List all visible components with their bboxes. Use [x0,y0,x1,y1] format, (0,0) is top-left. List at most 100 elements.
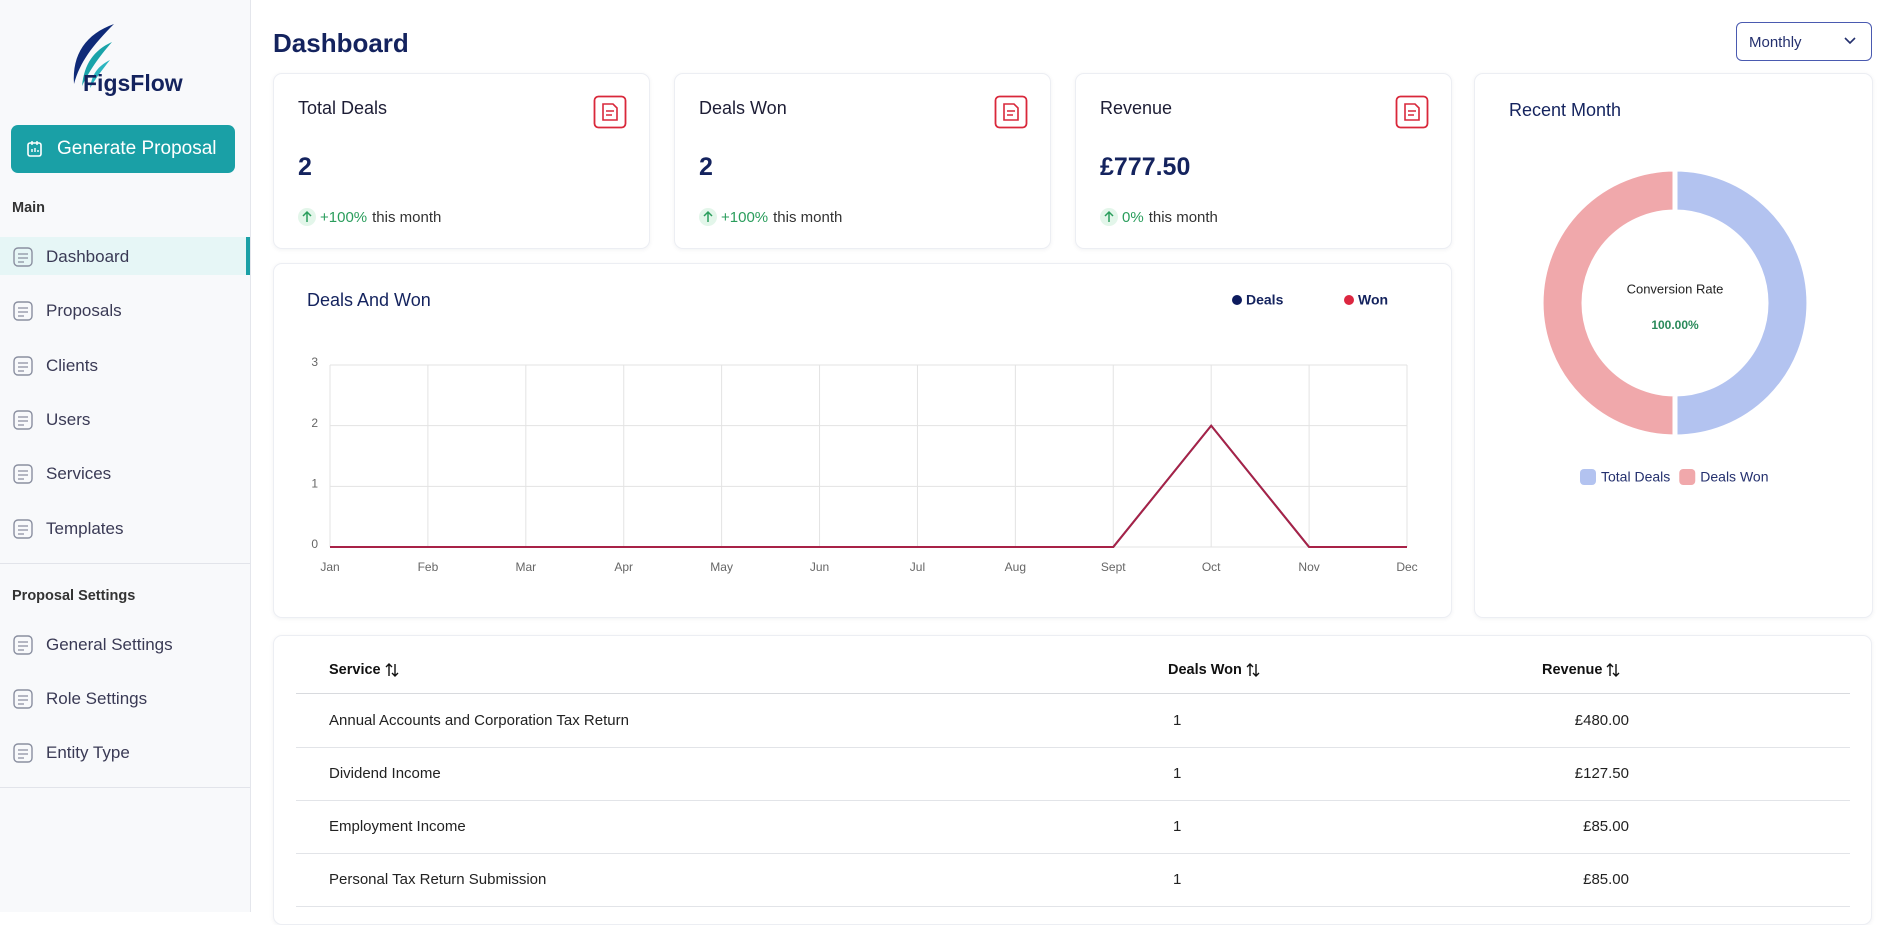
button-label: Generate Proposal [57,138,217,159]
nav-label: Proposals [46,301,122,321]
x-tick-label: Jun [810,560,829,574]
nav-label: Users [46,409,91,429]
change-note: this month [372,208,442,226]
nav-icon [13,410,33,430]
x-tick-label: Oct [1202,560,1221,574]
icon-shape [1104,210,1114,222]
nav-icon [13,301,33,321]
nav-item[interactable]: General Settings [0,625,250,663]
section-title: Proposal Settings [12,587,136,604]
column-header[interactable]: Revenue [1542,662,1620,678]
stat-card: Revenue £777.50 0% this month [1075,73,1452,249]
x-tick-label: Mar [515,560,536,574]
x-tick-label: Apr [614,560,633,574]
card-title: Deals Won [699,98,787,118]
icon-shape [18,470,28,480]
donut-slice [1538,166,1678,440]
line-chart-card: Deals And Won 0 1 2 3 Jan Feb Mar Apr May Jun Jul Au… [273,263,1452,618]
nav-item[interactable]: Clients [0,346,250,384]
icon-shape [13,464,33,484]
column-title: Revenue [1542,662,1603,678]
cell: £85.00 [1583,818,1629,835]
column-header[interactable]: Service [329,662,399,678]
x-tick-label: Sept [1101,560,1126,574]
nav-item[interactable]: Users [0,400,250,438]
cell: 1 [1173,818,1182,835]
card-icon [1395,95,1429,129]
x-tick-label: Jan [320,560,339,574]
nav-icon [13,634,33,655]
card-title: Revenue [1100,98,1173,118]
icon-shape [1246,663,1260,677]
center-label: Conversion Rate [1627,281,1724,296]
icon-shape [18,361,28,372]
icon-shape [593,95,627,129]
series-line [330,424,1407,548]
main: Dashboard Monthly Total Deals 2 +100% this … [251,0,1883,925]
button-icon [27,141,42,157]
card-icon [994,95,1028,129]
icon-shape [1404,103,1420,121]
cell: Employment Income [329,818,466,835]
icon-shape [18,253,28,263]
nav-item[interactable]: Dashboard [0,237,250,275]
icon-shape [18,749,28,759]
icon-shape [18,307,28,317]
icon-shape [302,210,312,222]
generate-proposal-button[interactable]: Generate Proposal [11,125,235,173]
nav-item[interactable]: Proposals [0,291,250,329]
nav-item[interactable]: Entity Type [0,733,250,771]
icon-shape [1606,663,1620,677]
nav-label: Entity Type [46,743,130,763]
up-arrow [298,208,316,226]
card-value: 2 [298,153,312,181]
nav-item[interactable]: Role Settings [0,679,250,717]
nav-label: Services [46,464,112,484]
x-tick-label: Dec [1396,560,1417,574]
icon-shape [13,247,33,267]
column-header[interactable]: Deals Won [1168,662,1260,678]
cell: 1 [1173,765,1182,782]
sort-icon [385,663,399,677]
legend-label: Deals [1246,292,1284,308]
cell: Annual Accounts and Corporation Tax Retu… [329,712,629,729]
up-arrow [699,208,717,226]
legend-label: Total Deals [1601,469,1670,485]
nav-icon [13,518,33,539]
row-divider [296,906,1850,907]
cell: Personal Tax Return Submission [329,871,547,888]
period-select[interactable]: Monthly [1736,22,1872,61]
nav-item[interactable]: Services [0,454,250,492]
legend-swatch [1580,469,1596,485]
nav-label: Templates [46,518,124,538]
divider [0,787,250,789]
icon-shape [1003,103,1019,121]
cell: £85.00 [1583,871,1629,888]
chart-title: Recent Month [1509,100,1621,120]
y-tick-label: 1 [311,477,318,491]
stat-card: Deals Won 2 +100% this month [674,73,1051,249]
stat-card: Total Deals 2 +100% this month [273,73,650,249]
card-value: 2 [699,153,713,181]
nav-icon [13,247,33,267]
card-change: 0% this month [1100,208,1218,226]
logo-text: FigsFlow [83,70,183,96]
column-title: Deals Won [1168,662,1242,678]
change-value: +100% [320,208,368,226]
sort-icon [1246,663,1260,677]
icon-shape [13,355,33,376]
icon-shape [385,663,399,677]
legend-label: Deals Won [1700,469,1768,485]
nav-icon [13,689,33,709]
x-tick-label: Nov [1298,560,1319,574]
icon-shape [13,301,33,321]
y-tick-label: 0 [311,537,318,551]
line-chart: Deals And Won 0 1 2 3 Jan Feb Mar Apr May Jun Jul Au… [307,290,1418,574]
row-divider [296,693,1850,694]
card-title: Total Deals [298,98,388,118]
nav-label: Clients [46,355,98,375]
nav-item[interactable]: Templates [0,509,250,547]
row-divider [296,747,1850,748]
nav-icon [13,743,33,763]
